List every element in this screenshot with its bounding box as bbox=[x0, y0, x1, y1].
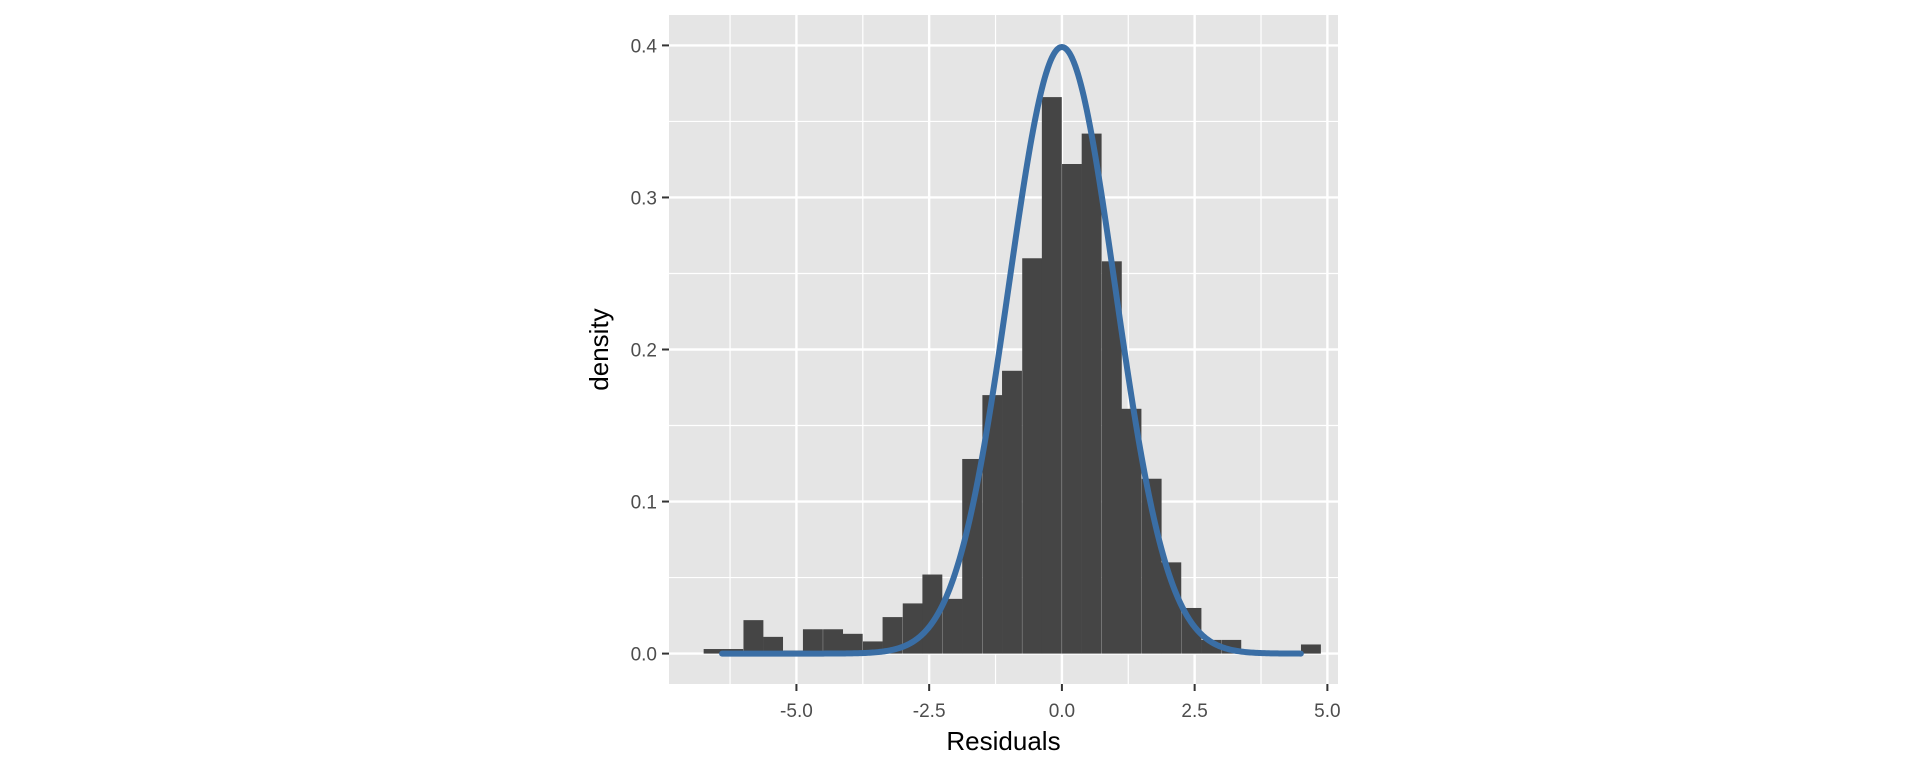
y-tick-label: 0.2 bbox=[631, 341, 657, 362]
y-tick-label: 0.3 bbox=[631, 188, 657, 209]
y-tick-label: 0.1 bbox=[631, 493, 657, 514]
histogram-bar bbox=[842, 633, 863, 654]
x-tick-label: -5.0 bbox=[780, 701, 813, 722]
histogram-bar bbox=[743, 620, 764, 654]
histogram-bar bbox=[1121, 408, 1142, 654]
histogram-bar bbox=[1002, 370, 1022, 654]
x-tick-label: -2.5 bbox=[913, 701, 946, 722]
histogram-bar bbox=[922, 574, 943, 654]
x-tick-label: 0.0 bbox=[1049, 701, 1075, 722]
histogram-bar bbox=[982, 395, 1003, 654]
histogram-bar bbox=[962, 458, 983, 654]
histogram-bar bbox=[1062, 164, 1082, 654]
x-tick-label: 2.5 bbox=[1181, 701, 1207, 722]
histogram-bar bbox=[1101, 261, 1122, 654]
histogram-bar bbox=[1161, 562, 1182, 654]
histogram-bar bbox=[823, 629, 844, 654]
histogram-bar bbox=[1300, 644, 1321, 654]
y-tick-label: 0.0 bbox=[631, 645, 657, 666]
y-axis-title: density bbox=[584, 308, 614, 390]
histogram-bar bbox=[1022, 258, 1043, 654]
x-tick-label: 5.0 bbox=[1314, 701, 1340, 722]
histogram-bar bbox=[763, 636, 784, 654]
x-axis-title: Residuals bbox=[946, 726, 1060, 756]
histogram-bar bbox=[882, 617, 903, 654]
histogram-bar bbox=[942, 598, 963, 654]
histogram-bar bbox=[1081, 133, 1102, 654]
y-axis-ticks: 0.0 0.1 0.2 0.3 0.4 bbox=[631, 36, 669, 666]
histogram-bars bbox=[703, 97, 1321, 654]
normal-density-curve bbox=[719, 44, 1304, 657]
histogram-bar bbox=[703, 649, 724, 654]
histogram-bar bbox=[802, 629, 823, 654]
histogram-bar bbox=[1041, 97, 1062, 654]
y-tick-label: 0.4 bbox=[631, 36, 658, 57]
x-axis-ticks: -5.0 -2.5 0.0 2.5 5.0 bbox=[780, 684, 1341, 722]
